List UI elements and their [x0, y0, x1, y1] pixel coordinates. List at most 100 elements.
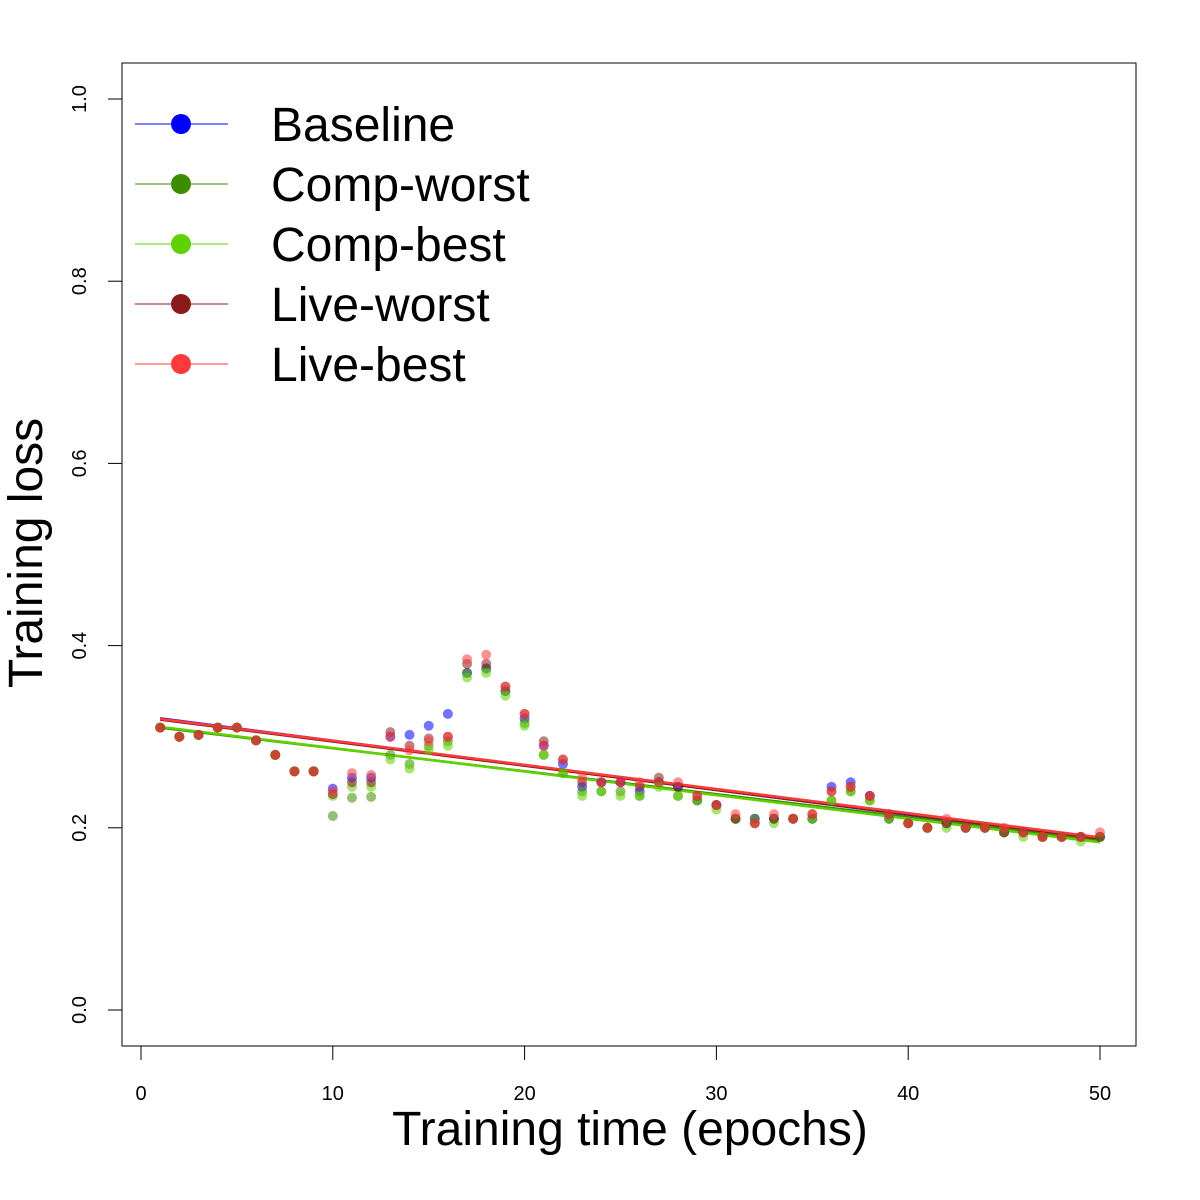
data-point — [519, 708, 530, 719]
y-tick-label: 0.6 — [69, 449, 91, 477]
data-point — [1018, 827, 1029, 838]
data-point — [212, 722, 223, 733]
x-tick-label: 20 — [513, 1083, 535, 1105]
legend-label: Comp-worst — [271, 159, 530, 212]
x-tick-label: 0 — [135, 1083, 146, 1105]
legend-item-baseline: Baseline — [135, 99, 455, 152]
data-point — [864, 790, 875, 801]
data-point — [519, 720, 530, 731]
data-point — [327, 810, 338, 821]
legend-label: Live-best — [271, 339, 466, 392]
legend-label: Comp-best — [271, 219, 506, 272]
data-point — [404, 763, 415, 774]
x-tick-label: 50 — [1089, 1083, 1111, 1105]
data-point — [366, 791, 377, 802]
data-point — [327, 786, 338, 797]
data-point — [941, 813, 952, 824]
data-point — [979, 822, 990, 833]
data-point — [711, 800, 722, 811]
data-point — [615, 777, 626, 788]
data-point — [346, 777, 357, 788]
data-point — [903, 818, 914, 829]
legend-item-live-best: Live-best — [135, 339, 466, 392]
data-point — [462, 654, 473, 665]
data-point — [174, 731, 185, 742]
legend-label: Baseline — [271, 99, 455, 152]
data-point — [634, 790, 645, 801]
data-point — [807, 809, 818, 820]
legend-label: Live-worst — [271, 279, 490, 332]
data-point — [596, 777, 607, 788]
data-point — [481, 667, 492, 678]
y-axis: 0.0 0.2 0.4 0.6 0.8 1.0 — [69, 85, 123, 1024]
data-point — [289, 766, 300, 777]
data-point — [577, 772, 588, 783]
data-point — [346, 792, 357, 803]
data-point — [730, 809, 741, 820]
data-point — [442, 708, 453, 719]
data-point — [404, 745, 415, 756]
data-point — [423, 745, 434, 756]
legend-marker — [171, 114, 191, 134]
data-point — [346, 768, 357, 779]
legend-item-comp-best: Comp-best — [135, 219, 506, 272]
data-point — [615, 790, 626, 801]
data-point — [481, 658, 492, 669]
y-tick-label: 0.0 — [69, 996, 91, 1024]
data-point — [462, 672, 473, 683]
data-point — [404, 729, 415, 740]
data-point — [692, 790, 703, 801]
data-point — [442, 740, 453, 751]
data-point — [1037, 831, 1048, 842]
data-point — [385, 731, 396, 742]
legend-marker — [171, 234, 191, 254]
data-points — [155, 649, 1105, 847]
data-point — [251, 735, 262, 746]
y-tick-label: 0.8 — [69, 267, 91, 295]
data-point — [500, 690, 511, 701]
data-point — [193, 729, 204, 740]
data-point — [500, 681, 511, 692]
data-point — [270, 749, 281, 760]
data-point — [884, 809, 895, 820]
data-point — [557, 754, 568, 765]
legend-item-comp-worst: Comp-worst — [135, 159, 530, 212]
y-tick-label: 0.2 — [69, 814, 91, 842]
data-point — [768, 809, 779, 820]
legend: Baseline Comp-worst Comp-best Live-worst Liv… — [135, 99, 530, 392]
data-point — [366, 769, 377, 780]
data-point — [749, 818, 760, 829]
x-axis-title: Training time (epochs) — [392, 1103, 868, 1156]
data-point — [423, 736, 434, 747]
data-point — [845, 781, 856, 792]
y-axis-title: Training loss — [0, 418, 53, 688]
data-point — [999, 822, 1010, 833]
legend-marker — [171, 174, 191, 194]
legend-marker — [171, 354, 191, 374]
data-point — [826, 786, 837, 797]
data-point — [423, 720, 434, 731]
data-point — [1075, 831, 1086, 842]
data-point — [922, 822, 933, 833]
data-point — [960, 822, 971, 833]
legend-marker — [171, 294, 191, 314]
data-point — [653, 777, 664, 788]
data-point — [231, 722, 242, 733]
data-point — [577, 790, 588, 801]
data-point — [557, 768, 568, 779]
y-tick-label: 1.0 — [69, 85, 91, 113]
y-tick-label: 0.4 — [69, 632, 91, 660]
data-point — [308, 766, 319, 777]
data-point — [366, 777, 377, 788]
data-point — [442, 731, 453, 742]
data-point — [1056, 831, 1067, 842]
data-point — [788, 813, 799, 824]
data-point — [538, 749, 549, 760]
data-point — [634, 777, 645, 788]
x-tick-label: 10 — [322, 1083, 344, 1105]
data-point — [538, 740, 549, 751]
data-point — [385, 754, 396, 765]
data-point — [826, 795, 837, 806]
